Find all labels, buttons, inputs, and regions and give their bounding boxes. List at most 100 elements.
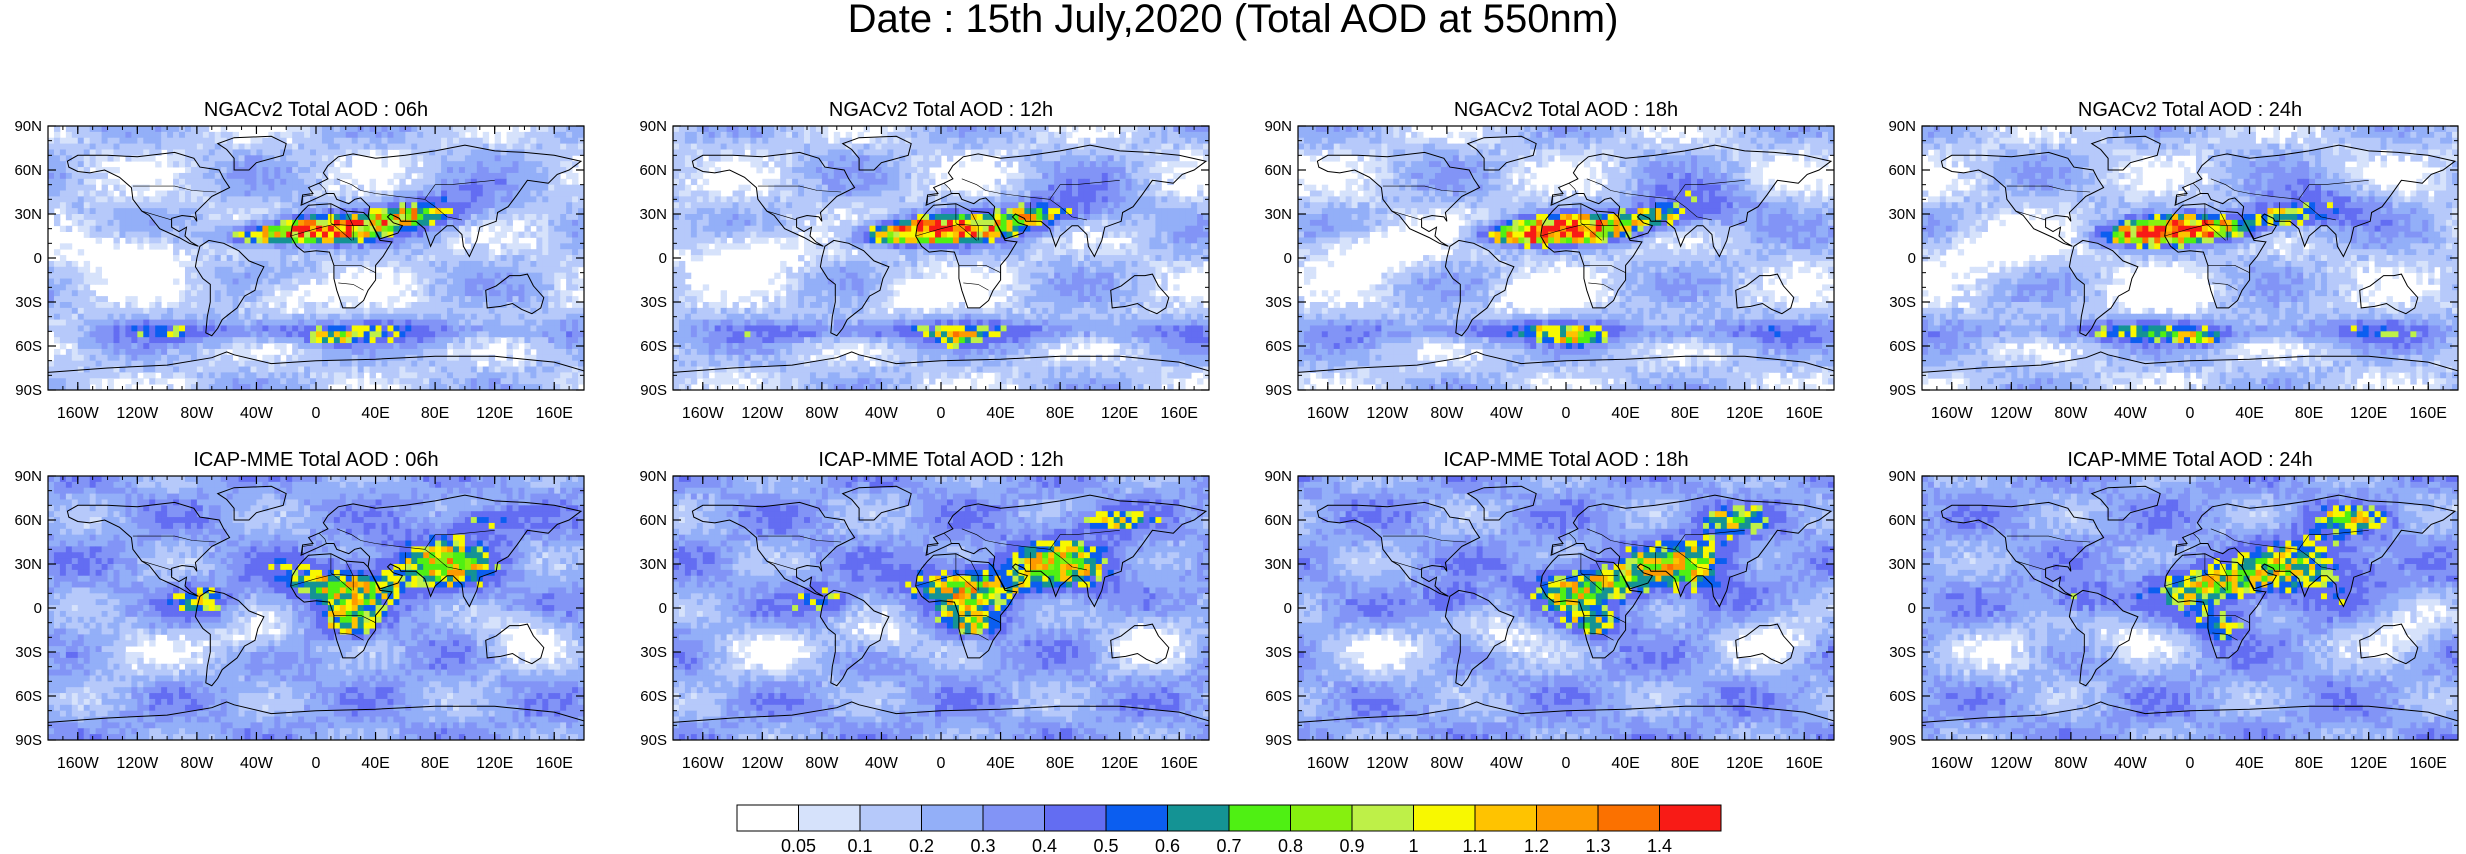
country-border bbox=[333, 615, 376, 623]
country-border bbox=[961, 178, 1001, 194]
coastline bbox=[2068, 239, 2139, 337]
lon-tick-label: 80W bbox=[180, 405, 214, 422]
country-border bbox=[338, 632, 364, 641]
lat-tick-label: 30N bbox=[1888, 556, 1916, 573]
aod-field bbox=[48, 126, 584, 390]
coastline bbox=[1298, 701, 1834, 740]
colorbar-label: 0.05 bbox=[781, 836, 816, 854]
colorbar-swatch bbox=[859, 804, 922, 832]
lon-tick-label: 40E bbox=[986, 405, 1014, 422]
map-panel: ICAP-MME Total AOD : 24h 160W 120W 80W 40W 0 4… bbox=[1888, 449, 2459, 772]
country-border bbox=[336, 178, 376, 194]
lon-tick-label: 40E bbox=[1611, 405, 1639, 422]
lat-tick-label: 0 bbox=[659, 600, 667, 617]
lat-tick-label: 90N bbox=[14, 118, 42, 135]
lat-tick-label: 0 bbox=[1908, 600, 1916, 617]
country-border bbox=[1552, 544, 1564, 554]
colorbar-swatch bbox=[798, 804, 861, 832]
lat-tick-label: 90S bbox=[1889, 382, 1916, 399]
country-border bbox=[1000, 193, 1087, 221]
country-border bbox=[1552, 194, 1564, 204]
lon-tick-label: 0 bbox=[2186, 405, 2195, 422]
lat-tick-label: 90S bbox=[640, 732, 667, 749]
lon-tick-label: 160W bbox=[682, 405, 725, 422]
colorbar-label: 0.4 bbox=[1032, 836, 1057, 854]
lat-tick-label: 0 bbox=[659, 250, 667, 267]
country-border bbox=[132, 185, 217, 193]
figure-title: Date : 15th July,2020 (Total AOD at 550n… bbox=[848, 0, 1619, 41]
coastline bbox=[1550, 494, 1833, 608]
lon-tick-label: 160E bbox=[536, 755, 573, 772]
country-border bbox=[1540, 573, 1619, 587]
coastline bbox=[819, 239, 890, 337]
lat-tick-label: 90S bbox=[1265, 732, 1292, 749]
lat-tick-label: 90N bbox=[14, 468, 42, 485]
country-border bbox=[766, 560, 797, 571]
country-border bbox=[318, 182, 327, 194]
coastline bbox=[1940, 501, 2105, 597]
country-border bbox=[330, 553, 352, 591]
lon-tick-label: 80W bbox=[805, 405, 839, 422]
coastline bbox=[841, 135, 912, 171]
lon-tick-label: 80E bbox=[1046, 405, 1074, 422]
country-border bbox=[915, 573, 994, 587]
aod-field bbox=[1922, 476, 2458, 740]
country-border bbox=[955, 553, 977, 591]
lat-tick-label: 30N bbox=[1264, 556, 1292, 573]
lon-tick-label: 120E bbox=[1726, 755, 1763, 772]
country-border bbox=[2212, 282, 2238, 291]
country-border bbox=[2207, 615, 2250, 623]
lon-tick-label: 40W bbox=[1490, 405, 1524, 422]
lon-tick-label: 120E bbox=[1726, 405, 1763, 422]
lat-tick-label: 0 bbox=[34, 250, 42, 267]
coastline bbox=[1922, 701, 2458, 740]
lon-tick-label: 0 bbox=[312, 755, 321, 772]
country-border bbox=[1049, 530, 1120, 550]
lon-tick-label: 160E bbox=[2410, 405, 2447, 422]
colorbar-swatch bbox=[736, 804, 799, 832]
lat-tick-label: 90N bbox=[1264, 118, 1292, 135]
colorbar-swatch bbox=[1474, 804, 1537, 832]
coastline bbox=[66, 151, 231, 247]
colorbar-swatch bbox=[1351, 804, 1414, 832]
country-border bbox=[1382, 185, 1467, 193]
lon-tick-label: 80E bbox=[2295, 755, 2323, 772]
country-border bbox=[424, 180, 495, 200]
lat-tick-label: 30N bbox=[639, 206, 667, 223]
country-border bbox=[375, 193, 462, 221]
lat-tick-label: 60S bbox=[1889, 338, 1916, 355]
lon-tick-label: 40E bbox=[986, 755, 1014, 772]
country-border bbox=[2249, 543, 2336, 571]
country-border bbox=[1583, 265, 1626, 273]
country-border bbox=[1580, 553, 1602, 591]
lon-tick-label: 120E bbox=[1101, 755, 1138, 772]
country-border bbox=[336, 528, 376, 544]
country-border bbox=[338, 282, 364, 291]
map-panel: ICAP-MME Total AOD : 12h 160W 120W 80W 40W 0 4… bbox=[639, 449, 1210, 772]
colorbar-swatch bbox=[1044, 804, 1107, 832]
lat-tick-label: 90N bbox=[1888, 468, 1916, 485]
lat-tick-label: 90S bbox=[1265, 382, 1292, 399]
lon-tick-label: 80E bbox=[421, 405, 449, 422]
panel-title: ICAP-MME Total AOD : 18h bbox=[1443, 449, 1688, 471]
lon-tick-label: 0 bbox=[2186, 755, 2195, 772]
country-border bbox=[1049, 180, 1120, 200]
country-border bbox=[1586, 528, 1626, 544]
coastline bbox=[66, 501, 231, 597]
lat-tick-label: 30S bbox=[640, 294, 667, 311]
map-panel: ICAP-MME Total AOD : 06h 160W 120W 80W 40W 0 4… bbox=[14, 449, 585, 772]
country-border bbox=[1382, 535, 1467, 543]
lon-tick-label: 120E bbox=[2350, 755, 2387, 772]
colorbar-swatch bbox=[1597, 804, 1660, 832]
coastline bbox=[2174, 144, 2457, 258]
country-border bbox=[318, 532, 327, 544]
lon-tick-label: 0 bbox=[312, 405, 321, 422]
coastline bbox=[2359, 623, 2419, 665]
lon-tick-label: 160E bbox=[1161, 755, 1198, 772]
aod-field bbox=[673, 476, 1209, 740]
lon-tick-label: 120W bbox=[1990, 405, 2033, 422]
lat-tick-label: 60S bbox=[1889, 688, 1916, 705]
country-border bbox=[290, 573, 369, 587]
lon-tick-label: 160E bbox=[2410, 755, 2447, 772]
colorbar-swatch bbox=[1536, 804, 1599, 832]
